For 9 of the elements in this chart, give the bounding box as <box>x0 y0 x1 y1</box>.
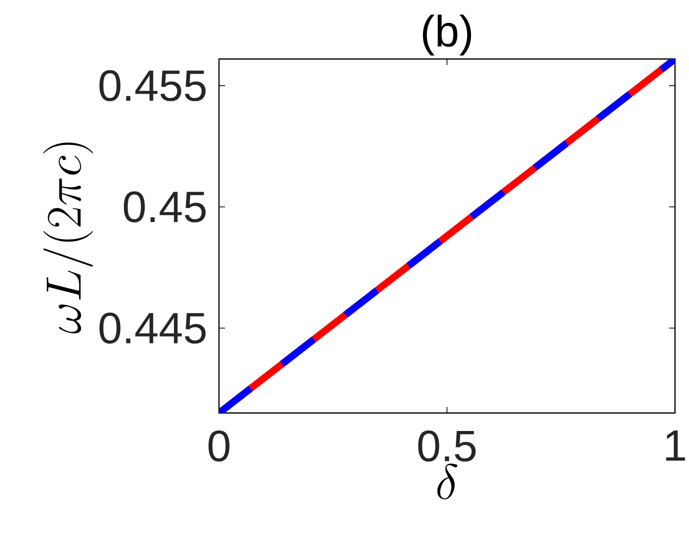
y-tick-label: 0.45 <box>124 191 206 222</box>
x-tick-label: 1 <box>666 430 686 461</box>
y-tick-label: 0.445 <box>100 312 206 344</box>
y-axis-title: $\omega L/(2\pi c)$ <box>43 142 93 334</box>
y-tick-label: 0.455 <box>100 70 206 102</box>
x-tick-label: 0.5 <box>418 430 476 462</box>
x-tick-label: 0 <box>208 430 230 462</box>
x-axis-title: $\delta$ <box>437 464 458 500</box>
chart-title: (b) <box>422 14 472 56</box>
